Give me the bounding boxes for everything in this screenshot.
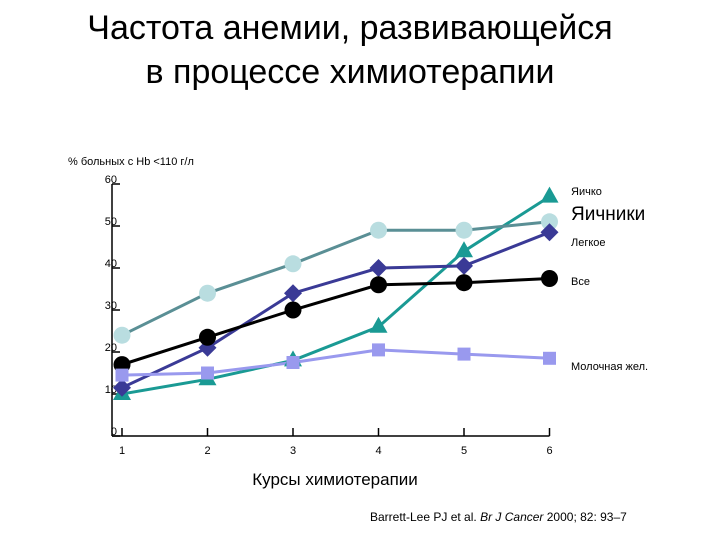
data-point: [284, 284, 302, 303]
data-point: [372, 343, 385, 357]
data-point: [369, 259, 388, 277]
data-point: [284, 301, 302, 319]
series-line-2: [121, 230, 551, 390]
series-label-0: Яичко: [571, 186, 602, 198]
x-tick-label: 3: [290, 445, 296, 457]
x-tick-label: 2: [204, 445, 210, 457]
data-point: [199, 328, 216, 346]
data-point: [541, 213, 558, 231]
data-point: [540, 186, 559, 203]
data-point: [369, 316, 388, 333]
chart-title-line-1: Частота анемии, развивающейся: [87, 9, 613, 47]
x-tick-label: 5: [461, 445, 467, 457]
data-point: [115, 368, 129, 382]
series-line-0: [121, 195, 551, 396]
citation-journal: Br J Cancer: [480, 510, 544, 524]
citation-rest: 2000; 82: 93–7: [543, 510, 627, 524]
data-point: [199, 284, 216, 302]
y-tick-label: 20: [105, 342, 117, 354]
series-line-4: [121, 348, 550, 377]
data-point: [113, 378, 131, 397]
data-point: [540, 223, 559, 242]
data-point: [113, 326, 131, 344]
series-label-3: Все: [571, 276, 590, 288]
data-point: [541, 270, 558, 287]
data-point: [455, 274, 473, 292]
citation: Barrett-Lee PJ et al. Br J Cancer 2000; …: [370, 510, 627, 524]
data-point: [455, 256, 473, 275]
data-point: [543, 351, 556, 365]
x-tick-label: 1: [119, 445, 125, 457]
y-tick-label: 0: [111, 426, 117, 438]
data-point: [457, 347, 471, 361]
data-point: [201, 366, 214, 380]
data-point: [286, 356, 300, 369]
y-tick-label: 60: [105, 174, 117, 186]
series-line-3: [121, 277, 550, 367]
series-label-2: Легкое: [571, 237, 606, 249]
y-tick-label: 30: [105, 300, 117, 312]
x-axis-label: Курсы химиотерапии: [252, 470, 418, 489]
citation-authors: Barrett-Lee PJ et al.: [370, 510, 481, 524]
series-label-4: Молочная жел.: [571, 361, 648, 373]
series-label-1: Яичники: [571, 204, 645, 225]
data-point: [284, 255, 302, 273]
x-tick-label: 6: [546, 445, 552, 457]
series-line-1: [121, 220, 550, 337]
x-tick-label: 4: [375, 445, 381, 457]
y-tick-label: 40: [105, 258, 117, 270]
data-point: [370, 276, 387, 294]
data-point: [455, 221, 473, 239]
y-tick-label: 50: [105, 216, 117, 228]
data-point: [455, 241, 473, 258]
y-axis-label: % больных с Hb <110 г/л: [68, 156, 194, 168]
data-point: [370, 221, 387, 239]
chart-title-line-2: в процессе химиотерапии: [145, 53, 555, 91]
chart-title: Частота анемии, развивающейся в процессе…: [0, 6, 700, 94]
